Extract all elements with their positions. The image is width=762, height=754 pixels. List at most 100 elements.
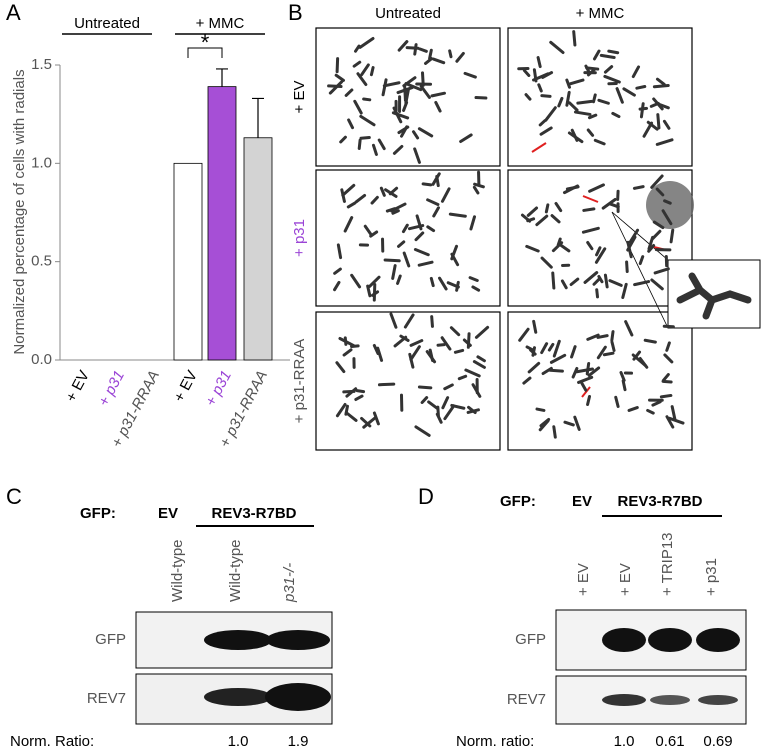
chromosome [404, 88, 410, 105]
zoom-inset [667, 259, 761, 329]
chromosome [344, 88, 354, 97]
chromosome [441, 396, 450, 410]
chromosome [359, 114, 376, 127]
y-tick-label: 1.5 [31, 56, 52, 73]
chromosome [344, 411, 358, 422]
chromosome [586, 128, 595, 137]
chromosome [611, 111, 621, 119]
chromosome [652, 97, 664, 111]
chromosome [622, 87, 636, 97]
band [204, 630, 272, 650]
ratio: 1.9 [288, 733, 309, 750]
chromosome [537, 83, 543, 93]
chromosome [643, 338, 657, 344]
chromosome [565, 90, 571, 107]
chromosome [610, 340, 616, 352]
chromosome [429, 276, 435, 288]
ratio-label: Norm. Ratio: [10, 733, 94, 750]
chromosome [372, 411, 380, 426]
chromosome [557, 96, 564, 108]
chromosome [418, 47, 428, 53]
panel-letter: D [418, 484, 434, 509]
chromosome [474, 325, 490, 339]
chromosome [570, 345, 577, 359]
chromosome [407, 224, 425, 231]
chromosome [430, 91, 446, 98]
chromosome [631, 65, 641, 79]
chromosome [352, 60, 362, 68]
chromosome [334, 73, 345, 82]
chromosome [472, 185, 480, 195]
chromosome [413, 248, 430, 257]
band [602, 628, 646, 652]
chromosome [438, 276, 448, 291]
chromosome [436, 343, 446, 347]
chromosome [518, 327, 530, 342]
chromosome [626, 235, 637, 252]
chromosome [563, 420, 575, 427]
chromosome [596, 345, 607, 360]
chromosome [440, 336, 452, 351]
chromosome [532, 319, 538, 334]
chromosome [362, 97, 372, 102]
chromosome [525, 244, 540, 253]
chromosome [544, 106, 557, 122]
chromosome [575, 367, 595, 374]
chromosome [540, 94, 552, 98]
chromosome [440, 187, 451, 203]
chromosome [369, 66, 375, 77]
chromosome [430, 315, 434, 328]
chromosome [568, 101, 579, 112]
row-label: + EV [291, 81, 308, 114]
column-header: + MMC [576, 5, 625, 22]
chromosome [577, 375, 594, 384]
construct-label: REV3-R7BD [617, 493, 702, 510]
chromosome [532, 68, 538, 83]
chromosome [335, 402, 347, 418]
chromosome [391, 209, 400, 215]
chromosome [464, 368, 481, 378]
chromosome [667, 416, 685, 425]
chromosome [610, 330, 615, 342]
significance-bracket [187, 47, 223, 58]
chromosome [587, 113, 598, 120]
chromosome [619, 371, 626, 382]
chromosome [597, 98, 610, 105]
chromosome [655, 138, 674, 146]
ev-label: EV [572, 493, 592, 510]
chromosome [647, 235, 655, 251]
chromosome [471, 383, 482, 398]
chromosome [638, 255, 645, 266]
chromosome [647, 244, 656, 253]
chromosome [400, 125, 409, 138]
chromosome [602, 351, 615, 357]
lane-label: + EV [617, 563, 634, 596]
chromosome [586, 241, 594, 251]
lane-label: + TRIP13 [659, 532, 676, 596]
chromosome [653, 267, 670, 275]
chromosome [581, 226, 600, 234]
chromosome [414, 231, 425, 242]
chromosome [588, 183, 605, 193]
column-header: Untreated [375, 5, 441, 22]
chromosome [621, 282, 628, 299]
chromosome [469, 215, 476, 231]
x-tick-label: + p31 [202, 368, 235, 410]
x-tick-label: + EV [171, 368, 201, 405]
chromosome [633, 280, 651, 287]
chromosome [635, 85, 647, 90]
chromosome [462, 338, 472, 347]
chromosome [662, 324, 675, 329]
lane-label: p31-/- [281, 563, 298, 603]
chromosome [536, 56, 542, 69]
chromosome [638, 357, 649, 369]
chromosome [359, 135, 371, 140]
ratio: 0.61 [655, 733, 684, 750]
error-bar [252, 97, 264, 138]
chromosome [548, 368, 564, 373]
ev-label: EV [158, 505, 178, 522]
lane-label: + EV [575, 563, 592, 596]
lane-label: Wild-type [169, 539, 186, 602]
band [698, 695, 738, 705]
chromosome [522, 69, 531, 77]
